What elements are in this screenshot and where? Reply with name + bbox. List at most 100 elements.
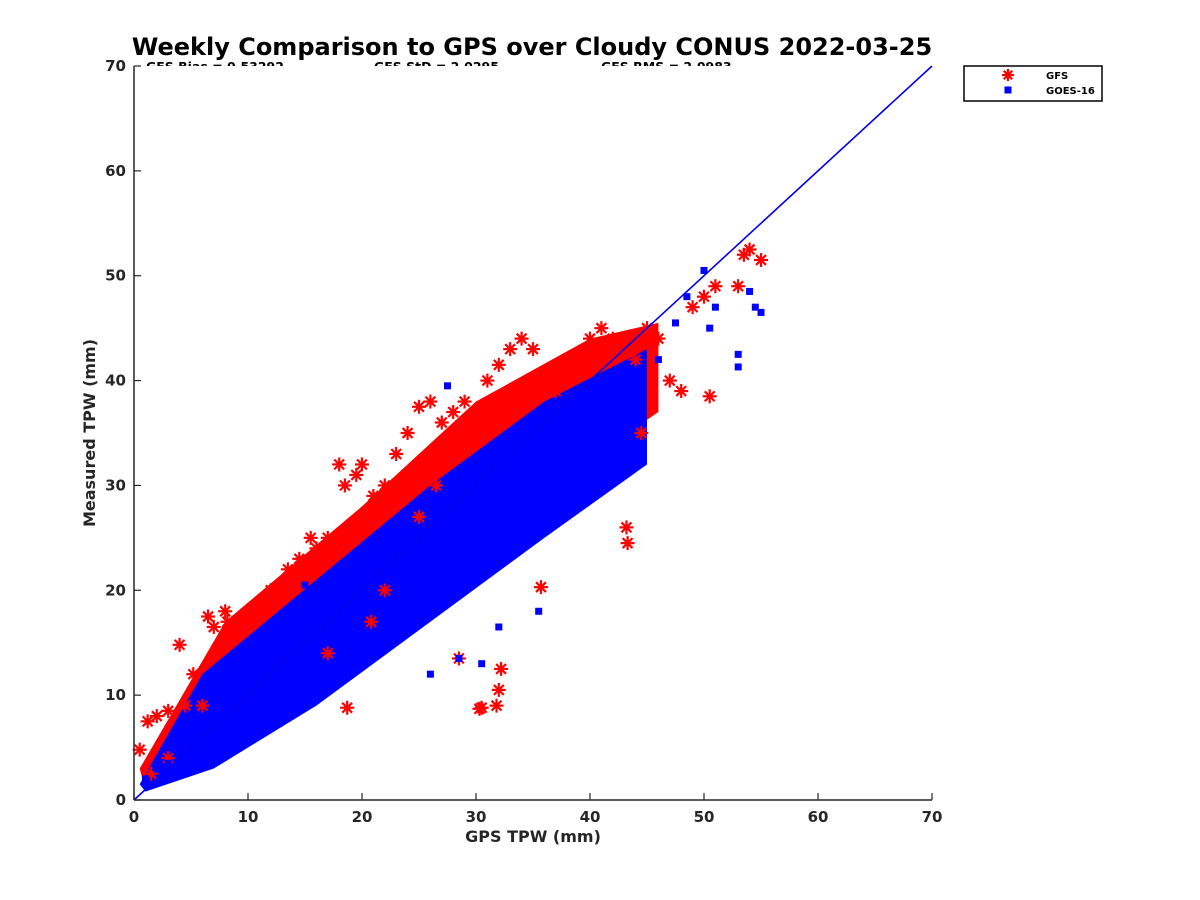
gfs-point [491, 357, 506, 372]
x-tick-label: 40 [580, 808, 601, 826]
gfs-point [533, 580, 548, 595]
asterisk-stroke [458, 395, 471, 408]
asterisk-stroke [527, 343, 539, 355]
gfs-point [389, 446, 404, 461]
asterisk-stroke [495, 663, 507, 675]
gfs-point [412, 399, 426, 414]
gfs-point [400, 426, 415, 440]
gfs-point [651, 331, 666, 346]
y-tick-label: 40 [105, 372, 126, 390]
asterisk-stroke [504, 343, 516, 355]
y-tick-label: 20 [105, 581, 126, 599]
goes16-point [734, 350, 742, 358]
goes16-point [746, 287, 754, 295]
gfs-point [708, 279, 723, 294]
gfs-point [537, 373, 552, 388]
asterisk-stroke [1002, 69, 1014, 81]
asterisk-stroke [333, 458, 345, 471]
asterisk-stroke [322, 647, 334, 659]
goes16-point [495, 471, 503, 479]
asterisk-stroke [339, 479, 351, 492]
goes16-point [711, 303, 719, 311]
asterisk-stroke [493, 684, 505, 696]
asterisk-stroke [365, 616, 377, 628]
asterisk-stroke [686, 301, 699, 313]
gfs-point [149, 709, 164, 724]
goes16-point [563, 408, 571, 416]
gfs-point [172, 637, 187, 652]
gfs-point [731, 279, 746, 294]
goes16-point [301, 581, 309, 589]
goes16-point [632, 366, 640, 374]
y-tick-label: 60 [105, 162, 126, 180]
x-tick-label: 30 [466, 808, 487, 826]
goes16-point [426, 670, 434, 678]
goes16-point [757, 308, 765, 316]
gfs-point [571, 363, 586, 378]
asterisk-stroke [196, 699, 209, 712]
asterisk-stroke [535, 581, 547, 593]
gfs-point [702, 389, 717, 404]
asterisk-stroke [379, 584, 391, 597]
asterisk-stroke [162, 705, 174, 717]
asterisk-stroke [401, 427, 414, 439]
gfs-point [628, 352, 643, 367]
asterisk-stroke [282, 563, 294, 576]
gfs-point [742, 242, 757, 257]
gfs-point [619, 520, 634, 535]
goes16-point [153, 765, 161, 773]
asterisk-stroke [367, 490, 380, 502]
gfs-point [423, 394, 438, 409]
asterisk-stroke [208, 621, 220, 633]
asterisk-stroke [620, 521, 633, 534]
asterisk-stroke [572, 364, 585, 376]
goes16-point [444, 382, 451, 390]
asterisk-stroke [390, 448, 402, 460]
goes16-point [233, 649, 241, 657]
y-axis-label: Measured TPW (mm) [80, 339, 99, 527]
y-tick-label: 10 [105, 686, 126, 704]
gfs-point [377, 583, 392, 598]
gfs-point [494, 661, 509, 676]
one-to-one-line [133, 65, 933, 801]
gfs-point [583, 331, 597, 346]
asterisk-stroke [561, 353, 573, 366]
gfs-point [332, 457, 347, 472]
gfs-point [489, 698, 504, 713]
gfs-point [472, 701, 487, 716]
goes16-point [176, 749, 184, 757]
goes16-point [478, 660, 486, 668]
x-tick-label: 70 [922, 808, 943, 826]
gfs-point [320, 646, 335, 661]
asterisk-stroke [584, 332, 596, 345]
asterisk-stroke [173, 639, 186, 651]
x-tick-label: 10 [238, 808, 259, 826]
gfs-point [220, 614, 235, 629]
gfs-point [434, 415, 449, 430]
gfs-point [161, 703, 176, 718]
asterisk-stroke [470, 416, 482, 429]
legend-gfs-marker [1002, 69, 1014, 81]
legend-box [963, 65, 1103, 102]
gfs-point [480, 373, 495, 388]
goes16-point [404, 555, 412, 563]
goes16-point [381, 576, 389, 584]
asterisk-stroke [179, 699, 192, 712]
goes16-point [449, 513, 457, 521]
goes16-point [706, 324, 714, 332]
goes16-point [700, 266, 708, 274]
x-tick-label: 0 [129, 808, 139, 826]
asterisk-stroke [310, 542, 323, 555]
gfs-point [446, 405, 461, 420]
gfs-point [548, 384, 563, 399]
goes16-point [535, 607, 543, 615]
gfs-point [594, 321, 609, 336]
asterisk-stroke [151, 710, 163, 722]
goes16-point [518, 450, 526, 458]
gfs-point [186, 667, 201, 682]
x-tick-label: 50 [694, 808, 715, 826]
gfs-point [280, 562, 295, 577]
asterisk-stroke [621, 537, 634, 549]
goes16-point [335, 618, 343, 626]
